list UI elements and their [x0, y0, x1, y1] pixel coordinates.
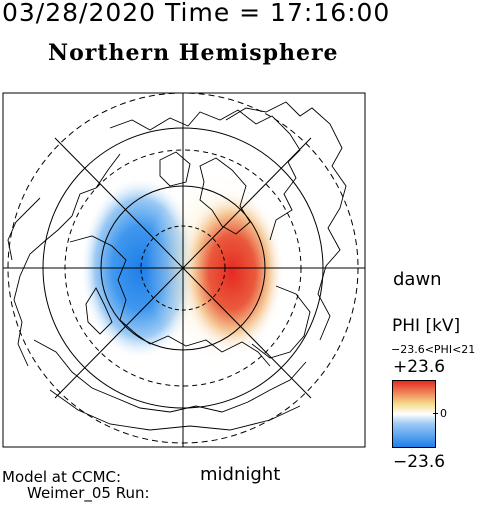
run-label: Weimer_05 Run: [27, 484, 150, 502]
colorbar-min-label: −23.6 [393, 452, 446, 472]
colorbar-max-label: +23.6 [393, 357, 446, 377]
positive-potential-cell [180, 190, 284, 354]
meridian-lines [3, 93, 365, 447]
dawn-label: dawn [393, 269, 442, 290]
colorbar-zero-label: 0 [440, 407, 447, 420]
polar-map [2, 92, 366, 448]
colorbar-zero-tick [433, 413, 438, 414]
colorbar-title: PHI [kV] [392, 316, 461, 336]
coastlines [7, 101, 347, 431]
colorbar [392, 380, 436, 448]
hemisphere-title: Northern Hemisphere [48, 40, 339, 66]
model-label: Model at CCMC: [2, 468, 122, 486]
timestamp-title: 03/28/2020 Time = 17:16:00 [2, 0, 391, 27]
midnight-label: midnight [200, 464, 281, 485]
colorbar-range: −23.6<PHI<21 [391, 343, 476, 356]
